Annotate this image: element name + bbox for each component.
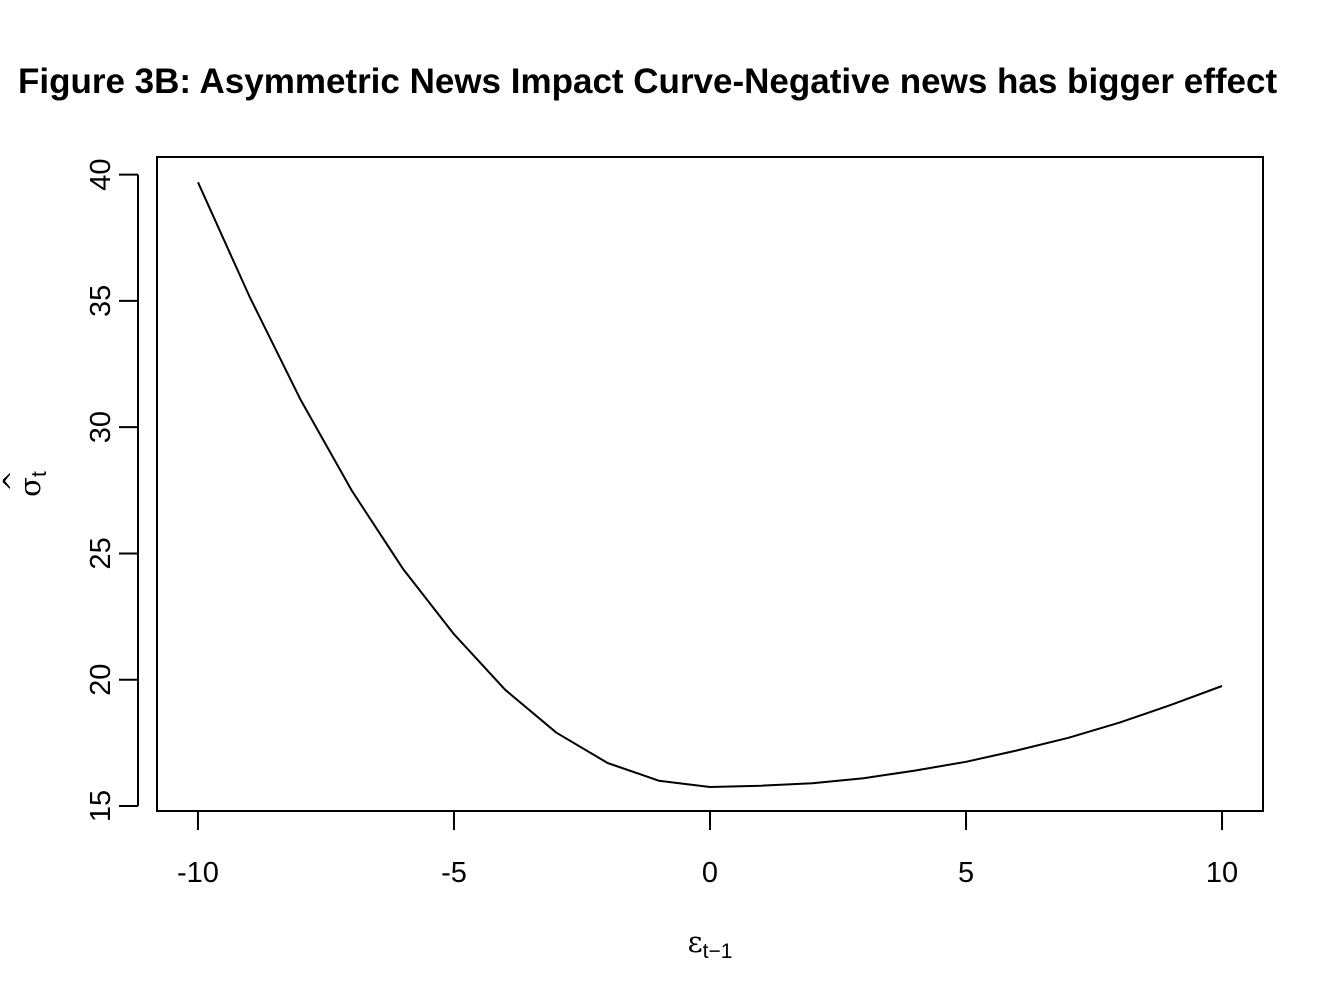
y-tick-label: 30 bbox=[85, 411, 117, 443]
x-tick-label: 5 bbox=[958, 857, 974, 889]
y-axis-label: σt ^ bbox=[0, 470, 51, 497]
x-axis: -10 -5 0 5 10 bbox=[177, 810, 1238, 889]
y-tick-label: 35 bbox=[85, 285, 117, 317]
y-tick-label: 25 bbox=[85, 537, 117, 569]
x-tick-label: 10 bbox=[1206, 857, 1238, 889]
y-axis: 15 20 25 30 35 40 bbox=[85, 159, 139, 822]
chart-title: Figure 3B: Asymmetric News Impact Curve-… bbox=[18, 62, 1277, 101]
x-tick-label: 0 bbox=[702, 857, 718, 889]
y-axis-label-hat: ^ bbox=[0, 470, 29, 492]
svg-text:σt: σt bbox=[13, 471, 51, 497]
y-tick-label: 15 bbox=[85, 790, 117, 822]
y-axis-label-symbol: σ bbox=[13, 477, 47, 497]
x-tick-label: -10 bbox=[177, 857, 219, 889]
series-line bbox=[197, 181, 1223, 788]
x-axis-label-symbol: ε bbox=[688, 925, 703, 959]
x-tick-label: -5 bbox=[441, 857, 467, 889]
series-layer bbox=[197, 181, 1223, 788]
y-tick-label: 20 bbox=[85, 664, 117, 696]
x-axis-label-subscript: t−1 bbox=[703, 940, 733, 963]
plot-frame bbox=[156, 156, 1264, 812]
y-tick-label: 40 bbox=[85, 159, 117, 191]
y-axis-label-subscript: t bbox=[28, 471, 51, 477]
x-axis-label: εt−1 bbox=[688, 925, 733, 963]
